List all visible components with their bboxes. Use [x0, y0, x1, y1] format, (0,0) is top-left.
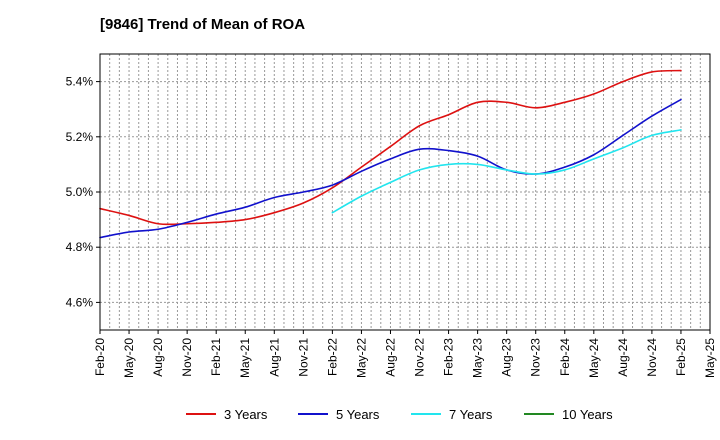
x-tick-label: Feb-22: [325, 338, 339, 376]
x-tick-label: Nov-22: [413, 338, 427, 377]
grid: [100, 54, 710, 330]
x-axis-ticks: Feb-20 May-20 Aug-20 Nov-20 Feb-21 May-21 Aug-…: [93, 330, 717, 378]
series-line-5-years: [99, 98, 682, 239]
x-tick-label: Nov-24: [645, 338, 659, 377]
x-tick-label: May-25: [703, 338, 717, 378]
x-tick-label: May-21: [238, 338, 252, 378]
x-tick-label: Aug-22: [383, 338, 397, 377]
legend-label: 7 Years: [449, 407, 493, 422]
x-tick-label: Nov-23: [529, 338, 543, 377]
chart-title: [9846] Trend of Mean of ROA: [100, 16, 305, 33]
y-tick-label: 5.0%: [66, 185, 94, 199]
x-tick-label: Aug-20: [151, 338, 165, 377]
legend: 3 Years 5 Years 7 Years 10 Years: [186, 407, 613, 422]
y-tick-label: 4.8%: [66, 240, 94, 254]
series-lines: [99, 69, 682, 239]
y-tick-label: 4.6%: [66, 295, 94, 309]
x-tick-label: Feb-20: [93, 338, 107, 376]
y-tick-label: 5.2%: [66, 130, 94, 144]
series-line-7-years: [331, 129, 682, 214]
x-tick-label: May-23: [471, 338, 485, 378]
legend-label: 5 Years: [336, 407, 380, 422]
x-tick-label: Aug-23: [500, 338, 514, 377]
x-tick-label: Nov-21: [296, 338, 310, 377]
x-tick-label: May-20: [122, 338, 136, 378]
x-tick-label: Feb-23: [442, 338, 456, 376]
legend-label: 3 Years: [224, 407, 268, 422]
x-tick-label: Feb-24: [558, 338, 572, 376]
x-tick-label: Feb-25: [674, 338, 688, 376]
y-axis-ticks: 4.6% 4.8% 5.0% 5.2% 5.4%: [66, 75, 100, 309]
x-tick-label: May-24: [587, 338, 601, 378]
legend-label: 10 Years: [562, 407, 613, 422]
series-line-3-years: [99, 69, 682, 226]
x-tick-label: Feb-21: [209, 338, 223, 376]
x-tick-label: Nov-20: [180, 338, 194, 377]
y-tick-label: 5.4%: [66, 75, 94, 89]
x-tick-label: Aug-21: [267, 338, 281, 377]
plot-frame: [99, 53, 711, 331]
x-tick-label: May-22: [354, 338, 368, 378]
x-tick-label: Aug-24: [616, 338, 630, 377]
